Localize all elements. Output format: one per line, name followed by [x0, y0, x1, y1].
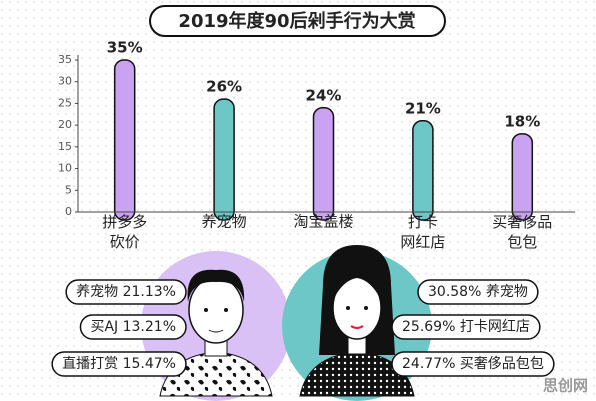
- value-label: 35%: [107, 39, 143, 57]
- y-tick-label: 10: [58, 162, 72, 175]
- y-tick-label: 0: [65, 205, 72, 218]
- callout-pill: [417, 279, 539, 305]
- callout-pill: [391, 314, 541, 340]
- y-tick-label: 15: [58, 140, 72, 153]
- chart-title: 2019年度90后剁手行为大赏: [178, 10, 415, 32]
- callout-pill: [65, 279, 187, 305]
- value-label: 18%: [504, 112, 540, 130]
- x-tick-label: 养宠物: [202, 213, 247, 231]
- title-box: [149, 5, 446, 37]
- x-tick-label: 买奢侈品包包: [492, 213, 552, 251]
- value-label: 21%: [405, 99, 441, 117]
- y-tick-label: 5: [65, 183, 72, 196]
- callout-label: 买AJ 13.21%: [90, 319, 176, 335]
- y-tick-label: 25: [58, 96, 72, 109]
- callout-pill: [391, 351, 555, 377]
- y-tick-label: 30: [58, 75, 72, 88]
- x-tick-label: 拼多多砍价: [102, 213, 147, 251]
- callout-label: 直播打赏 15.47%: [62, 355, 176, 372]
- bar: [412, 120, 434, 221]
- bar: [511, 133, 534, 221]
- x-tick-label: 淘宝盖楼: [293, 213, 353, 231]
- callout-label: 30.58% 养宠物: [428, 284, 528, 300]
- callout-pill: [79, 314, 187, 340]
- x-tick-label: 打卡网红店: [400, 213, 445, 251]
- callout-pill: [51, 351, 187, 377]
- bar: [113, 59, 136, 221]
- bar: [213, 98, 235, 221]
- callout-label: 24.77% 买奢侈品包包: [402, 356, 544, 372]
- y-tick-label: 35: [58, 53, 72, 66]
- bar: [312, 107, 335, 221]
- callout-label: 25.69% 打卡网红店: [402, 318, 530, 335]
- value-label: 24%: [306, 86, 342, 104]
- value-label: 26%: [206, 78, 242, 96]
- callout-label: 养宠物 21.13%: [76, 284, 176, 300]
- y-tick-label: 20: [58, 118, 72, 131]
- watermark: 思创网: [543, 377, 588, 395]
